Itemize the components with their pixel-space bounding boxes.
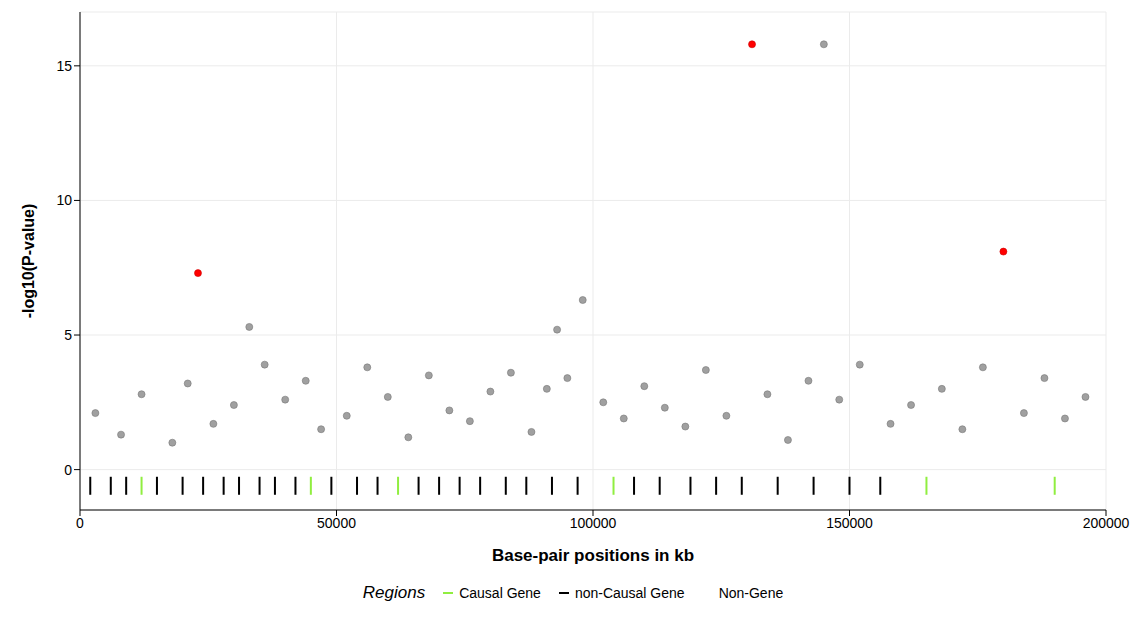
svg-text:50000: 50000 [317,515,356,531]
svg-text:150000: 150000 [826,515,873,531]
svg-text:100000: 100000 [570,515,617,531]
html-text:Regions: Regions [362,583,426,602]
html-text:non-Causal Gene: non-Causal Gene [574,585,685,601]
svg-text:200000: 200000 [1083,515,1130,531]
svg-text:10: 10 [56,192,72,208]
svg-text:0: 0 [64,462,72,478]
html-text:Causal Gene: Causal Gene [459,585,541,601]
html-text:Non-Gene: Non-Gene [718,585,784,601]
svg-text:Base-pair positions in kb: Base-pair positions in kb [492,546,694,565]
svg-text:5: 5 [64,327,72,343]
svg-text:-log10(P-value): -log10(P-value) [20,204,37,319]
svg-text:0: 0 [76,515,84,531]
svg-text:15: 15 [56,58,72,74]
